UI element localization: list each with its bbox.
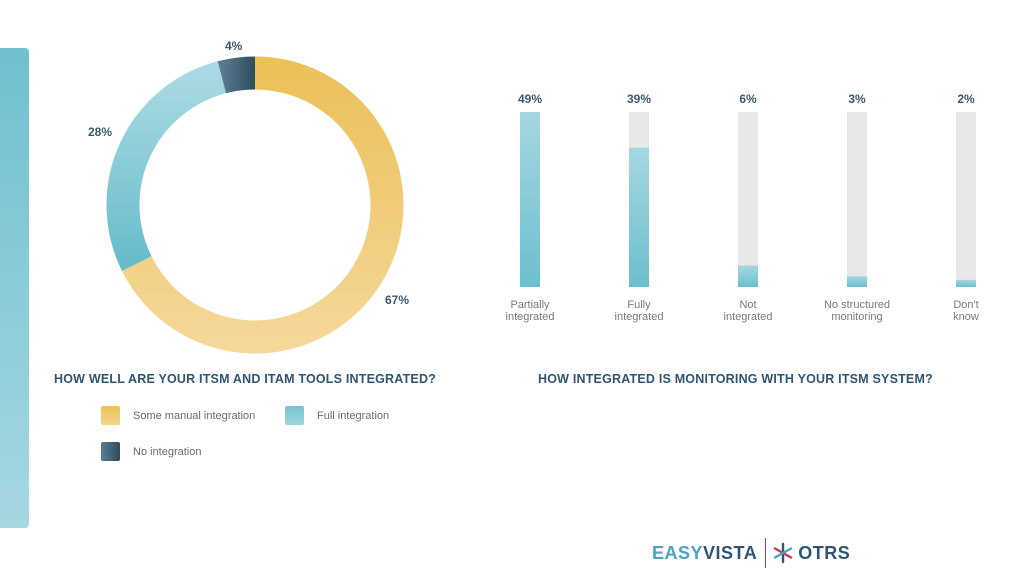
- bar-4: [956, 279, 976, 287]
- bar-value-label: 2%: [957, 92, 975, 106]
- bar-track: [847, 112, 867, 287]
- bar-category-label: Don't know: [953, 299, 979, 323]
- side-accent-bar: [0, 48, 29, 528]
- slice-label-full: 28%: [88, 125, 113, 139]
- bar-category-label: No structured monitoring: [824, 299, 890, 323]
- bar-category-label: Partially integrated: [506, 299, 555, 323]
- logo-vista: VISTA: [703, 542, 758, 563]
- integration-donut-chart: [106, 56, 404, 354]
- donut-slice-full: [106, 61, 227, 271]
- bar-1: [629, 147, 649, 287]
- donut-slice-none: [217, 56, 256, 94]
- bar-track: [956, 112, 976, 287]
- logo-separator: [765, 538, 767, 568]
- brand-logo: EASY VISTA OTRS: [652, 538, 850, 568]
- bar-category-label: Fully integrated: [615, 299, 664, 323]
- legend-item-some-manual: Some manual integration: [101, 406, 255, 425]
- bar-chart-title: HOW INTEGRATED IS MONITORING WITH YOUR I…: [538, 372, 933, 386]
- legend-swatch-none: [101, 442, 120, 461]
- monitoring-bar-chart: 49% Partially integrated 39% Fully integrated…: [506, 92, 979, 323]
- otrs-star-icon: [774, 542, 793, 564]
- legend-swatch-full: [285, 406, 304, 425]
- legend-item-full: Full integration: [285, 406, 389, 425]
- logo-otrs: OTRS: [798, 542, 851, 563]
- bar-value-label: 6%: [739, 92, 757, 106]
- bar-category-label: Not integrated: [724, 299, 773, 323]
- legend-label: Some manual integration: [133, 409, 256, 422]
- donut-slice-some-manual: [121, 56, 404, 354]
- bar-0: [520, 112, 540, 287]
- legend-label: Full integration: [317, 409, 390, 422]
- bar-3: [847, 276, 867, 287]
- bar-value-label: 49%: [518, 92, 542, 106]
- legend-swatch-some-manual: [101, 406, 120, 425]
- donut-chart-title: HOW WELL ARE YOUR ITSM AND ITAM TOOLS IN…: [54, 372, 437, 386]
- logo-easy: EASY: [652, 542, 704, 563]
- legend-label: No integration: [133, 445, 202, 458]
- bar-track: [738, 112, 758, 287]
- bar-2: [738, 265, 758, 287]
- bar-value-label: 3%: [848, 92, 866, 106]
- slice-label-none: 4%: [225, 39, 243, 53]
- legend-item-none: No integration: [101, 442, 202, 461]
- slice-label-some-manual: 67%: [385, 293, 410, 307]
- bar-value-label: 39%: [627, 92, 651, 106]
